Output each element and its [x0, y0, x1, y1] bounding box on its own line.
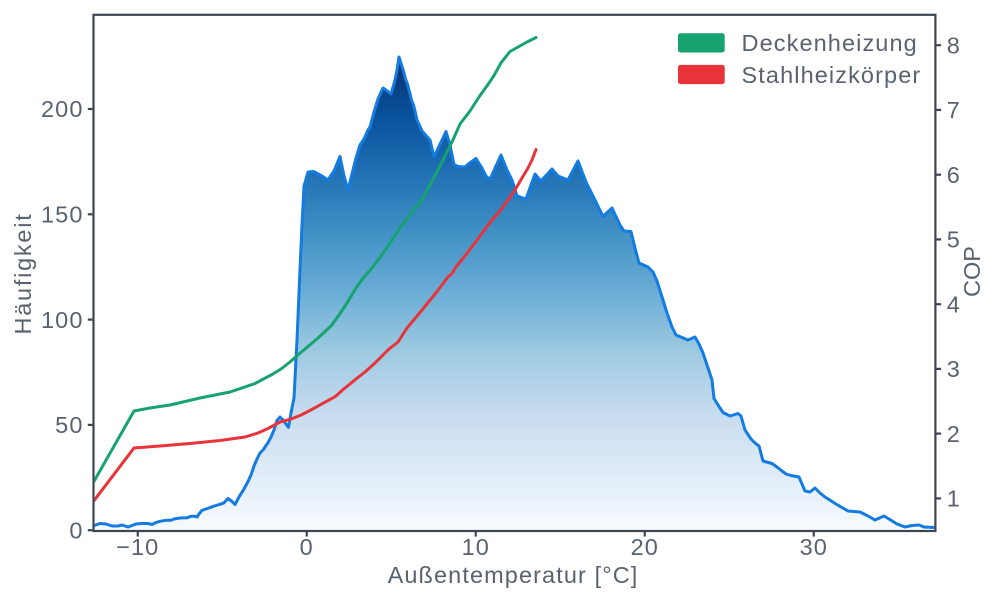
svg-text:5: 5: [947, 227, 961, 253]
svg-text:0: 0: [300, 534, 314, 560]
svg-text:COP: COP: [959, 246, 985, 297]
svg-text:100: 100: [41, 307, 84, 333]
svg-text:Deckenheizung: Deckenheizung: [742, 30, 918, 56]
svg-text:Außentemperatur [°C]: Außentemperatur [°C]: [388, 562, 639, 588]
svg-text:6: 6: [947, 162, 961, 188]
svg-text:8: 8: [947, 32, 961, 58]
svg-text:200: 200: [41, 96, 84, 122]
svg-text:10: 10: [462, 534, 490, 560]
svg-text:2: 2: [947, 421, 961, 447]
svg-text:Stahlheizkörper: Stahlheizkörper: [742, 62, 922, 88]
svg-text:50: 50: [55, 412, 83, 438]
svg-text:Häufigkeit: Häufigkeit: [10, 213, 36, 335]
svg-text:30: 30: [800, 534, 828, 560]
svg-text:4: 4: [947, 291, 961, 317]
svg-text:20: 20: [631, 534, 659, 560]
svg-text:1: 1: [947, 486, 961, 512]
svg-text:150: 150: [41, 202, 84, 228]
svg-text:7: 7: [947, 97, 961, 123]
svg-text:0: 0: [69, 517, 83, 543]
svg-text:−10: −10: [116, 534, 159, 560]
svg-text:3: 3: [947, 356, 961, 382]
